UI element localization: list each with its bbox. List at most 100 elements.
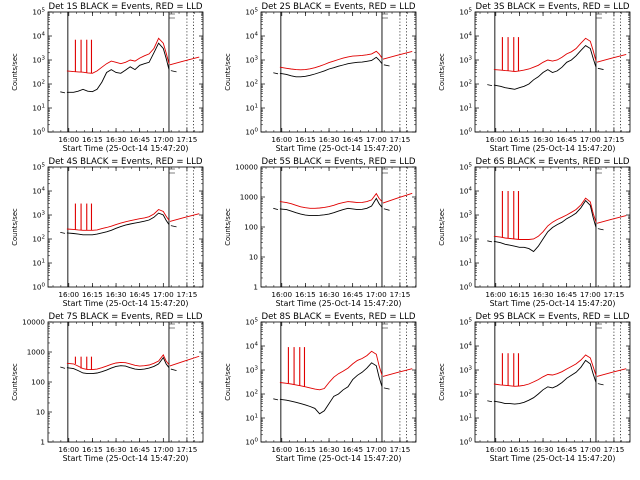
y-tick-label: 101 (32, 104, 45, 113)
y-tick-label: 103 (459, 211, 472, 220)
y-tick-label: 101 (245, 104, 258, 113)
y-axis-label: Counts/sec (224, 53, 232, 91)
x-tick-label: 17:00 (580, 135, 601, 144)
series-lld-line (493, 197, 597, 240)
panel-title: Det 4S BLACK = Events, RED = LLD (48, 157, 202, 167)
y-tick-label: 1 (253, 283, 258, 292)
series-events-line (66, 42, 170, 93)
plot-frame (474, 11, 631, 133)
plot-frame (260, 166, 417, 288)
x-tick-label: 16:15 (509, 290, 530, 299)
x-tick-label: 17:15 (177, 290, 198, 299)
plot-frame (474, 166, 631, 288)
panel-title: Det 8S BLACK = Events, RED = LLD (261, 312, 415, 322)
y-axis-label: Counts/sec (438, 208, 446, 246)
panel-title: Det 3S BLACK = Events, RED = LLD (475, 2, 629, 12)
series-lld-post-segment (169, 56, 200, 66)
series-events-post-segment (597, 67, 604, 70)
y-tick-label: 100 (32, 283, 45, 292)
y-axis-label: Counts/sec (438, 363, 446, 401)
x-tick-label: 17:15 (390, 135, 411, 144)
series-lld-line (279, 50, 383, 71)
x-tick-label: 16:45 (556, 445, 577, 454)
gap-bracket (381, 323, 388, 329)
series-events-line (493, 45, 597, 90)
chart-panel-2: Det 2S BLACK = Events, RED = LLD 100 101 10… (224, 2, 417, 153)
series-events-pre-segment (273, 72, 279, 75)
x-axis-label: Start Time (25-Oct-14 15:47:20) (490, 144, 616, 153)
gap-bracket (168, 168, 175, 174)
y-tick-label: 1000 (27, 348, 46, 357)
y-tick-label: 104 (459, 187, 472, 196)
gap-bracket (595, 168, 602, 174)
y-tick-label: 102 (459, 235, 472, 244)
x-tick-label: 16:45 (129, 445, 150, 454)
x-tick-label: 17:15 (177, 135, 198, 144)
y-tick-label: 103 (459, 366, 472, 375)
x-tick-label: 16:30 (319, 445, 340, 454)
chart-panel-1: Det 1S BLACK = Events, RED = LLD 100 101 10… (11, 2, 204, 153)
series-events-post-segment (170, 225, 177, 228)
x-tick-label: 16:15 (82, 135, 103, 144)
chart-panel-4: Det 4S BLACK = Events, RED = LLD 100 101 10… (11, 157, 204, 308)
y-tick-label: 101 (459, 414, 472, 423)
y-tick-label: 103 (245, 366, 258, 375)
y-tick-label: 102 (245, 80, 258, 89)
y-tick-label: 10 (36, 408, 46, 417)
x-tick-label: 16:15 (509, 135, 530, 144)
y-tick-label: 104 (245, 32, 258, 41)
plot-frame (474, 321, 631, 443)
x-tick-label: 17:00 (153, 290, 174, 299)
chart-panel-6: Det 6S BLACK = Events, RED = LLD 100 101 10… (438, 157, 631, 308)
x-tick-label: 16:45 (129, 290, 150, 299)
panel-title: Det 9S BLACK = Events, RED = LLD (475, 312, 629, 322)
y-tick-label: 100 (31, 378, 45, 387)
chart-panel-7: Det 7S BLACK = Events, RED = LLD 1 10 100 10… (11, 312, 204, 463)
y-tick-label: 103 (32, 211, 45, 220)
series-lld-post-segment (596, 368, 627, 377)
y-tick-label: 105 (32, 163, 45, 172)
y-tick-label: 100 (245, 128, 258, 137)
series-lld-post-segment (169, 213, 200, 222)
series-events-pre-segment (60, 91, 66, 94)
chart-panel-5: Det 5S BLACK = Events, RED = LLD 1 10 100 10… (224, 157, 417, 308)
x-tick-label: 16:45 (342, 135, 363, 144)
y-tick-label: 101 (32, 259, 45, 268)
x-axis-label: Start Time (25-Oct-14 15:47:20) (63, 144, 189, 153)
chart-panel-3: Det 3S BLACK = Events, RED = LLD 100 101 10… (438, 2, 631, 153)
series-events-pre-segment (273, 398, 279, 401)
x-tick-label: 16:45 (556, 135, 577, 144)
series-events-post-segment (383, 387, 390, 390)
x-tick-label: 16:30 (533, 290, 554, 299)
series-events-post-segment (383, 64, 390, 67)
x-axis-label: Start Time (25-Oct-14 15:47:20) (276, 299, 402, 308)
plot-frame (47, 321, 204, 443)
chart-panel-9: Det 9S BLACK = Events, RED = LLD 100 101 10… (438, 312, 631, 463)
series-lld-line (493, 37, 597, 73)
y-tick-label: 10000 (235, 163, 258, 172)
y-tick-label: 104 (245, 342, 258, 351)
y-tick-label: 101 (245, 414, 258, 423)
series-lld-line (493, 354, 597, 387)
y-tick-label: 100 (245, 438, 258, 447)
x-tick-label: 16:30 (106, 290, 127, 299)
y-tick-label: 104 (459, 32, 472, 41)
y-tick-label: 105 (459, 163, 472, 172)
x-tick-label: 16:30 (533, 135, 554, 144)
y-tick-label: 105 (245, 8, 258, 17)
series-lld-post-segment (382, 192, 413, 204)
y-axis-label: Counts/sec (224, 208, 232, 246)
y-tick-label: 102 (459, 80, 472, 89)
y-tick-label: 1 (40, 438, 45, 447)
series-events-pre-segment (60, 231, 66, 234)
y-axis-label: Counts/sec (224, 363, 232, 401)
x-axis-label: Start Time (25-Oct-14 15:47:20) (490, 299, 616, 308)
x-axis-label: Start Time (25-Oct-14 15:47:20) (63, 454, 189, 463)
series-events-line (279, 362, 383, 415)
panel-title: Det 1S BLACK = Events, RED = LLD (48, 2, 202, 12)
x-tick-label: 16:15 (295, 445, 316, 454)
x-tick-label: 16:00 (485, 135, 506, 144)
series-lld-post-segment (596, 215, 627, 224)
x-tick-label: 16:30 (106, 135, 127, 144)
